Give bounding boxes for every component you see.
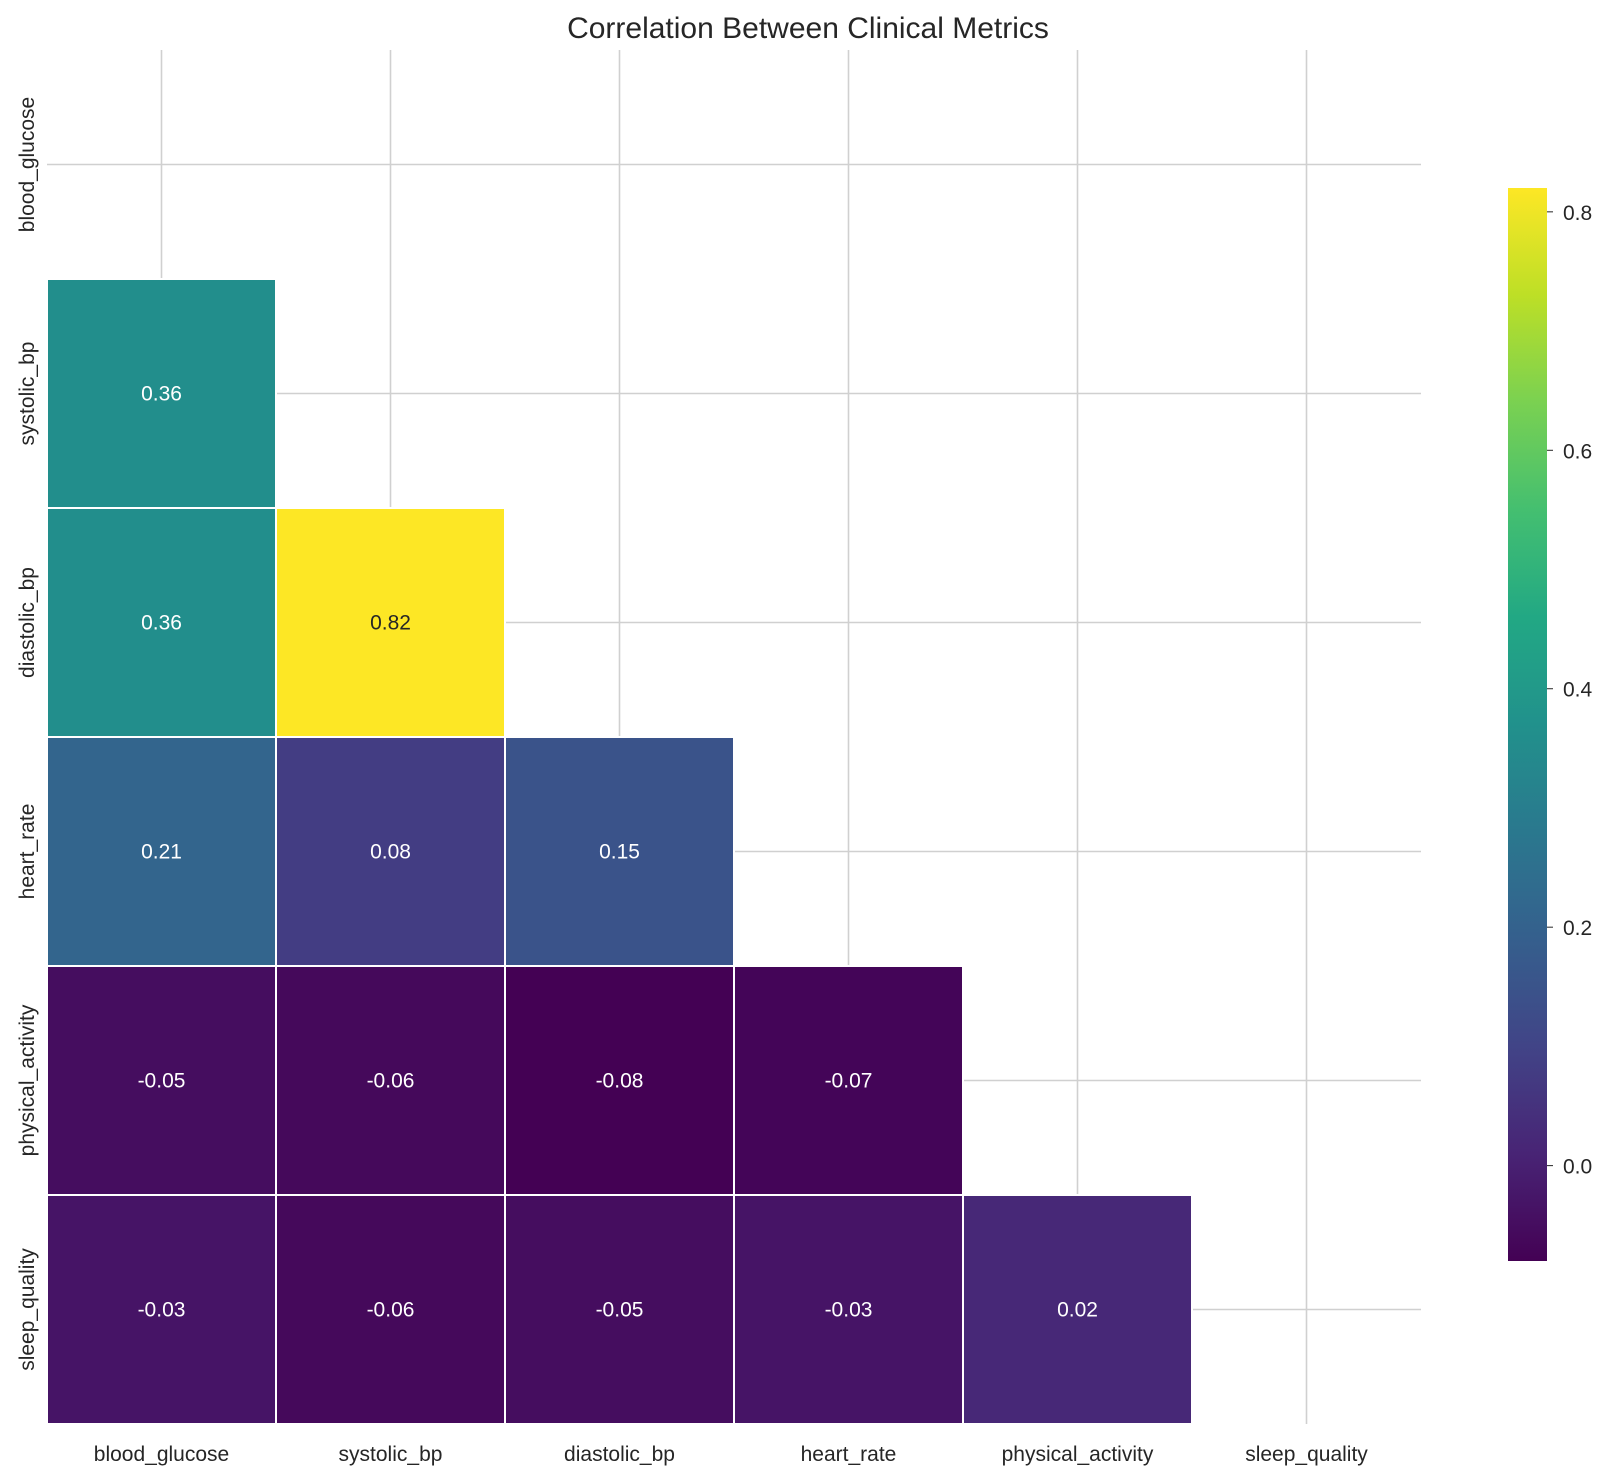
heatmap-cell-diastolic_bp-systolic_bp: [275, 507, 506, 738]
y-tick-physical_activity: physical_activity: [16, 1004, 39, 1156]
heatmap-cell-physical_activity-diastolic_bp: [504, 965, 735, 1196]
colorbar-tick-label: 0.4: [1563, 679, 1593, 702]
colorbar-gradient: [1508, 188, 1547, 1261]
cell-label-physical_activity-diastolic_bp: -0.08: [596, 1070, 644, 1093]
colorbar-tick-label: 0.6: [1563, 440, 1592, 463]
cell-label-heart_rate-blood_glucose: 0.21: [141, 841, 182, 864]
cell-label-diastolic_bp-blood_glucose: 0.36: [141, 612, 182, 635]
x-tick-blood_glucose: blood_glucose: [94, 1443, 229, 1466]
heatmap-cells: [46, 278, 1193, 1425]
cell-label-physical_activity-heart_rate: -0.07: [825, 1070, 873, 1093]
x-tick-heart_rate: heart_rate: [801, 1443, 897, 1466]
cell-label-physical_activity-systolic_bp: -0.06: [367, 1070, 415, 1093]
heatmap-cell-systolic_bp-blood_glucose: [46, 278, 277, 509]
x-tick-systolic_bp: systolic_bp: [339, 1443, 443, 1466]
cell-label-diastolic_bp-systolic_bp: 0.82: [370, 612, 411, 635]
heatmap-cell-sleep_quality-diastolic_bp: [504, 1194, 735, 1425]
cell-label-sleep_quality-physical_activity: 0.02: [1057, 1299, 1098, 1322]
heatmap-cell-sleep_quality-physical_activity: [962, 1194, 1193, 1425]
chart-title: Correlation Between Clinical Metrics: [567, 12, 1049, 45]
heatmap-cell-sleep_quality-systolic_bp: [275, 1194, 506, 1425]
y-tick-labels: blood_glucose systolic_bp diastolic_bphear…: [16, 97, 39, 1371]
x-tick-labels: blood_glucose systolic_bp diastolic_bp hear…: [94, 1443, 1369, 1466]
heatmap-cell-heart_rate-systolic_bp: [275, 736, 506, 967]
cell-label-sleep_quality-heart_rate: -0.03: [825, 1299, 873, 1322]
cell-labels: 0.36 0.36 0.82 0.21 0.08 0.15 -0.05 -0.06 -0.08 -…: [138, 383, 1098, 1322]
heatmap-cell-physical_activity-heart_rate: [733, 965, 964, 1196]
y-tick-sleep_quality: sleep_quality: [16, 1248, 39, 1371]
cell-label-physical_activity-blood_glucose: -0.05: [138, 1070, 186, 1093]
heatmap-cell-physical_activity-systolic_bp: [275, 965, 506, 1196]
colorbar-tick-label: 0.2: [1563, 917, 1592, 940]
x-tick-diastolic_bp: diastolic_bp: [564, 1443, 675, 1466]
x-tick-sleep_quality: sleep_quality: [1245, 1443, 1368, 1466]
y-tick-heart_rate: heart_rate: [16, 804, 39, 900]
colorbar-tick-label: 0.8: [1563, 202, 1592, 225]
y-tick-blood_glucose: blood_glucose: [16, 97, 39, 232]
heatmap-cell-diastolic_bp-blood_glucose: [46, 507, 277, 738]
colorbar: 0.0 0.2 0.4 0.6 0.8: [1508, 188, 1593, 1261]
y-tick-systolic_bp: systolic_bp: [16, 342, 39, 446]
cell-label-sleep_quality-blood_glucose: -0.03: [138, 1299, 186, 1322]
cell-label-heart_rate-diastolic_bp: 0.15: [599, 841, 640, 864]
colorbar-tick-label: 0.0: [1563, 1156, 1592, 1179]
heatmap-cell-physical_activity-blood_glucose: [46, 965, 277, 1196]
heatmap-cell-sleep_quality-blood_glucose: [46, 1194, 277, 1425]
heatmap-cell-sleep_quality-heart_rate: [733, 1194, 964, 1425]
cell-label-sleep_quality-diastolic_bp: -0.05: [596, 1299, 644, 1322]
x-tick-physical_activity: physical_activity: [1002, 1443, 1154, 1466]
cell-label-sleep_quality-systolic_bp: -0.06: [367, 1299, 415, 1322]
cell-label-heart_rate-systolic_bp: 0.08: [370, 841, 411, 864]
heatmap-cell-heart_rate-blood_glucose: [46, 736, 277, 967]
y-tick-diastolic_bp: diastolic_bp: [16, 567, 39, 678]
cell-label-systolic_bp-blood_glucose: 0.36: [141, 383, 182, 406]
